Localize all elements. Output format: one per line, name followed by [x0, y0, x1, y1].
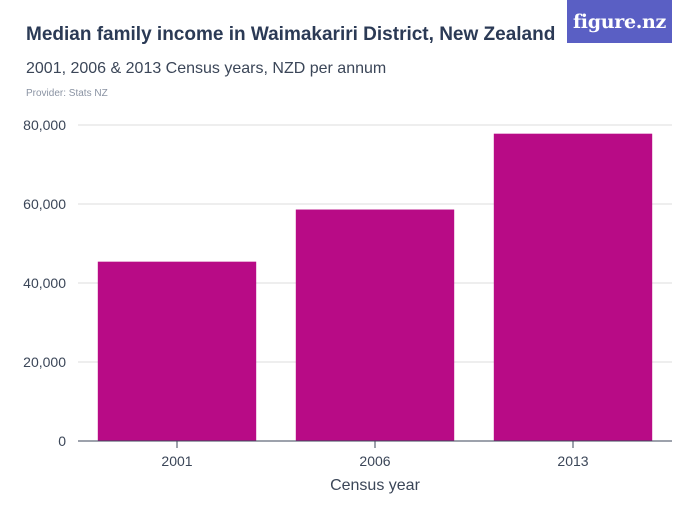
bar-2013[interactable]: [493, 133, 653, 441]
x-axis-ticks: 2001 2006 2013: [161, 441, 589, 469]
chart-subtitle: 2001, 2006 & 2013 Census years, NZD per …: [26, 60, 387, 77]
y-tick-label: 40,000: [23, 275, 66, 291]
provider-note: Provider: Stats NZ: [26, 88, 108, 99]
y-axis-ticks: 0 20,000 40,000 60,000 80,000: [23, 117, 66, 449]
x-tick-label: 2001: [161, 453, 192, 469]
bar-2001[interactable]: [97, 261, 257, 441]
x-tick-label: 2013: [557, 453, 588, 469]
bar-2006[interactable]: [295, 209, 455, 441]
chart-title: Median family income in Waimakariri Dist…: [26, 24, 556, 45]
y-tick-label: 0: [58, 433, 66, 449]
x-tick-label: 2006: [359, 453, 390, 469]
logo-text: figure.nz: [572, 10, 667, 33]
y-tick-label: 80,000: [23, 117, 66, 133]
y-tick-label: 20,000: [23, 354, 66, 370]
x-axis-label: Census year: [330, 477, 420, 494]
figure-nz-logo[interactable]: figure.nz: [567, 0, 672, 43]
bars: [97, 133, 653, 441]
y-tick-label: 60,000: [23, 196, 66, 212]
